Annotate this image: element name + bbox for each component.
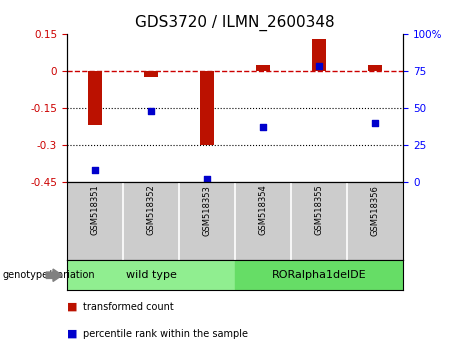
Title: GDS3720 / ILMN_2600348: GDS3720 / ILMN_2600348 [135, 15, 335, 31]
Point [315, 63, 323, 69]
Bar [312, 39, 326, 71]
Point [91, 167, 99, 173]
Point [203, 177, 211, 182]
Bar [67, 260, 235, 290]
Text: ■: ■ [67, 329, 77, 339]
Text: GSM518354: GSM518354 [259, 185, 268, 235]
Bar [368, 65, 382, 71]
Point [372, 120, 379, 126]
Text: wild type: wild type [125, 270, 177, 280]
Bar [235, 260, 403, 290]
Point [260, 125, 267, 130]
Text: GSM518355: GSM518355 [315, 185, 324, 235]
Text: genotype/variation: genotype/variation [2, 270, 95, 280]
Point [147, 108, 154, 114]
Text: RORalpha1delDE: RORalpha1delDE [272, 270, 366, 280]
Text: GSM518352: GSM518352 [147, 185, 155, 235]
Text: GSM518353: GSM518353 [202, 185, 212, 235]
Text: ■: ■ [67, 302, 77, 312]
Text: transformed count: transformed count [83, 302, 174, 312]
Bar [144, 71, 158, 77]
Text: GSM518356: GSM518356 [371, 185, 380, 235]
Text: GSM518351: GSM518351 [90, 185, 100, 235]
Text: percentile rank within the sample: percentile rank within the sample [83, 329, 248, 339]
Bar [256, 65, 270, 71]
Bar [200, 71, 214, 145]
Bar [88, 71, 102, 125]
